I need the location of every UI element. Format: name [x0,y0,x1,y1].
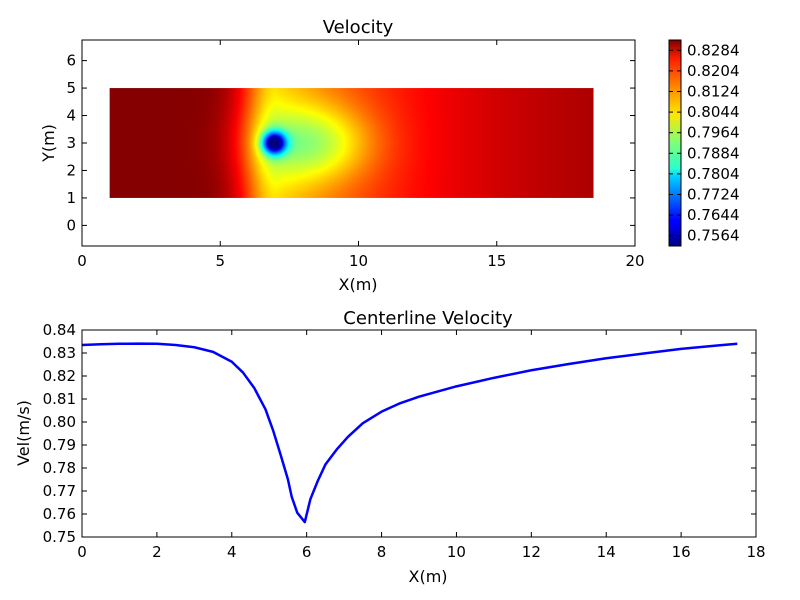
line-chart-y-ticks: 0.75 0.76 0.77 0.78 0.79 0.80 0.81 0.82 0.83 0.84 [43,321,756,546]
heatmap-y-tick-label: 4 [66,107,76,125]
heatmap-x-tick-label: 0 [77,252,87,270]
heatmap-y-tick-label: 0 [66,216,76,234]
heatmap-y-tick-label: 5 [66,79,76,97]
colorbar-tick-label: 0.7724 [687,186,740,204]
line-chart-x-axis-label: X(m) [408,567,447,586]
line-chart-y-tick-label: 0.79 [43,436,76,454]
colorbar-tick-label: 0.8204 [687,62,740,80]
colorbar: 0.7564 0.7644 0.7724 0.7804 0.7884 0.7964 0.80… [668,39,740,247]
line-chart-y-tick-label: 0.83 [43,344,76,362]
heatmap-x-tick-label: 5 [215,252,225,270]
line-chart-x-tick-label: 14 [597,543,616,561]
velocity-field [109,88,594,198]
line-chart-y-tick-label: 0.75 [43,528,76,546]
colorbar-tick-label: 0.7804 [687,165,740,183]
heatmap-x-axis-label: X(m) [338,275,377,294]
line-chart-x-ticks: 0 2 4 6 8 10 12 14 16 18 [77,330,766,561]
colorbar-tick-label: 0.8284 [687,41,740,59]
line-chart-y-axis-label: Vel(m/s) [14,400,33,466]
line-chart-x-tick-label: 4 [227,543,237,561]
heatmap-y-tick-label: 3 [66,134,76,152]
line-chart-x-tick-label: 8 [377,543,387,561]
colorbar-ticks: 0.7564 0.7644 0.7724 0.7804 0.7884 0.7964 0.80… [669,41,740,245]
line-chart-x-tick-label: 12 [522,543,541,561]
centerline-velocity-series [82,342,738,524]
heatmap-x-tick-label: 15 [487,252,506,270]
line-chart-x-tick-label: 0 [77,543,87,561]
line-chart-y-tick-label: 0.81 [43,390,76,408]
line-chart-y-tick-label: 0.76 [43,505,76,523]
line-chart-y-tick-label: 0.84 [43,321,76,339]
colorbar-tick-label: 0.7964 [687,124,740,142]
line-chart-axes-frame [81,329,757,538]
line-chart-x-tick-label: 6 [302,543,312,561]
colorbar-tick-label: 0.8124 [687,83,740,101]
heatmap-y-tick-label: 1 [66,189,76,207]
line-chart-x-tick-label: 2 [152,543,162,561]
colorbar-tick-label: 0.7884 [687,144,740,162]
line-chart-y-tick-label: 0.80 [43,413,76,431]
line-chart-y-tick-label: 0.82 [43,367,76,385]
line-chart-title: Centerline Velocity [343,308,513,329]
heatmap-y-tick-label: 6 [66,52,76,70]
heatmap-y-ticks: 0 1 2 3 4 5 6 [66,52,635,234]
colorbar-tick-label: 0.8044 [687,103,740,121]
colorbar-tick-label: 0.7564 [687,227,740,245]
line-chart-y-tick-label: 0.77 [43,482,76,500]
line-chart-y-tick-label: 0.78 [43,459,76,477]
velocity-heatmap-chart: Velocity 0 5 10 15 20 0 1 2 3 4 5 6 X(m) Y(m) [39,17,645,294]
heatmap-y-tick-label: 2 [66,161,76,179]
heatmap-x-tick-label: 10 [349,252,368,270]
line-chart-x-tick-label: 18 [746,543,765,561]
line-chart-x-tick-label: 10 [447,543,466,561]
heatmap-axes-frame [81,39,636,247]
heatmap-y-axis-label: Y(m) [39,124,58,163]
line-chart-x-tick-label: 16 [672,543,691,561]
heatmap-x-tick-label: 20 [625,252,644,270]
centerline-velocity-chart: Centerline Velocity 0 2 4 6 8 10 12 14 16 18 0.75… [14,308,766,586]
heatmap-title: Velocity [323,17,394,38]
colorbar-tick-label: 0.7644 [687,206,740,224]
